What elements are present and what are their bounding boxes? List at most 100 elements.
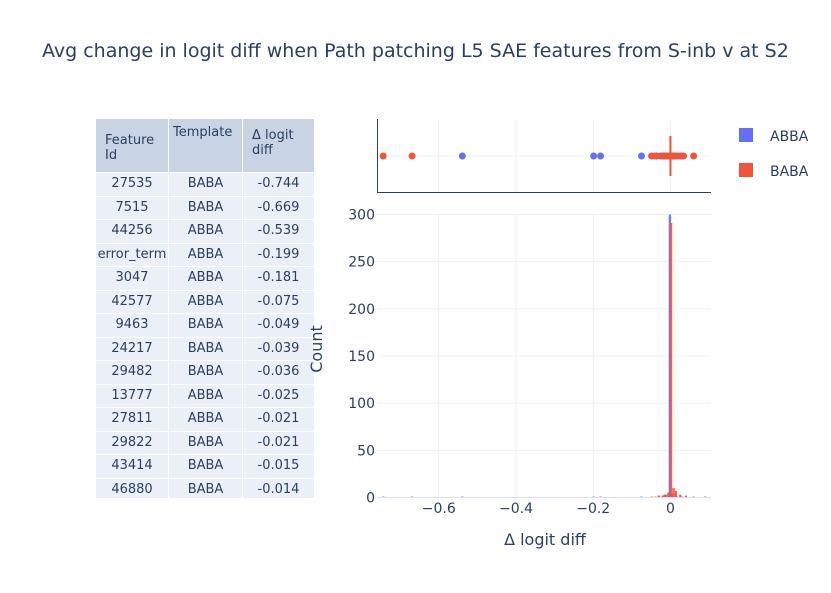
legend-swatch-baba[interactable]: [739, 163, 753, 177]
table-row[interactable]: 9463 BABA -0.049: [96, 313, 315, 337]
table-row[interactable]: error_term ABBA -0.199: [96, 242, 315, 266]
strip-axes: [377, 119, 711, 193]
table-row[interactable]: 44256 ABBA -0.539: [96, 219, 315, 243]
y-tick-label-1: 50: [357, 443, 375, 459]
cell-delta: -0.199: [243, 243, 315, 266]
hist-bar-baba-7[interactable]: [669, 222, 673, 498]
cell-feature-id: 42577: [96, 290, 169, 313]
cell-template: BABA: [169, 431, 243, 454]
hist-bar-baba-11[interactable]: [684, 495, 688, 498]
y-axis-label: Count: [307, 325, 326, 373]
cell-delta: -0.039: [243, 337, 315, 360]
cell-template: BABA: [169, 478, 243, 498]
table-row[interactable]: 7515 BABA -0.669: [96, 195, 315, 219]
legend-swatch-abba[interactable]: [739, 128, 753, 142]
cell-delta: -0.021: [243, 431, 315, 454]
cell-template: BABA: [169, 314, 243, 337]
x-tick-label-2: −0.2: [576, 501, 610, 517]
x-tick-label-0: −0.6: [422, 501, 456, 517]
header-delta-logit-diff: Δ logit diff: [243, 119, 315, 172]
cell-feature-id: 29822: [96, 431, 169, 454]
cell-delta: -0.015: [243, 455, 315, 478]
y-tick-label-2: 100: [348, 396, 375, 412]
strip-point-abba-0[interactable]: [458, 152, 466, 160]
cell-delta: -0.181: [243, 267, 315, 290]
cell-feature-id: 13777: [96, 384, 169, 407]
hist-bar-baba-8[interactable]: [672, 488, 675, 498]
x-tick-label-3: 0: [666, 501, 675, 517]
cell-feature-id: 24217: [96, 337, 169, 360]
y-tick-label-0: 0: [366, 491, 375, 507]
hist-ticks: 0 50 100 150 200 250 300 −0.6 −0.4 −0.2 0: [348, 208, 675, 518]
header-feature-id: Feature Id: [96, 119, 169, 172]
cell-template: ABBA: [169, 384, 243, 407]
hist-bar-baba-4[interactable]: [661, 495, 664, 498]
table-row[interactable]: 42577 ABBA -0.075: [96, 289, 315, 313]
y-tick-label-6: 300: [348, 208, 375, 224]
cell-feature-id: 7515: [96, 196, 169, 219]
table-row[interactable]: 29482 BABA -0.036: [96, 360, 315, 384]
legend-label-baba[interactable]: BABA: [770, 164, 809, 180]
feature-table[interactable]: Feature Id Template Δ logit diff 27535 BA…: [96, 119, 315, 498]
cell-delta: -0.049: [243, 314, 315, 337]
strip-point-abba-3[interactable]: [637, 152, 645, 160]
strip-point-baba-0[interactable]: [379, 152, 387, 160]
table-row[interactable]: 27535 BABA -0.744: [96, 172, 315, 196]
cell-feature-id: 3047: [96, 267, 169, 290]
cell-template: ABBA: [169, 243, 243, 266]
cell-feature-id: 27535: [96, 173, 169, 196]
strip-point-baba-15[interactable]: [680, 152, 688, 160]
hist-bar-baba-10[interactable]: [678, 494, 682, 498]
strip-point-abba-2[interactable]: [597, 152, 605, 160]
cell-feature-id: 46880: [96, 478, 169, 498]
strip-point-baba-16[interactable]: [690, 152, 698, 160]
table-row[interactable]: 3047 ABBA -0.181: [96, 266, 315, 290]
cell-feature-id: 44256: [96, 220, 169, 243]
table-row[interactable]: 13777 ABBA -0.025: [96, 383, 315, 407]
legend-label-abba[interactable]: ABBA: [770, 129, 809, 145]
cell-delta: -0.014: [243, 478, 315, 498]
cell-feature-id: error_term: [96, 243, 169, 266]
cell-template: BABA: [169, 173, 243, 196]
cell-template: BABA: [169, 337, 243, 360]
cell-feature-id: 27811: [96, 408, 169, 431]
cell-delta: -0.744: [243, 173, 315, 196]
cell-template: ABBA: [169, 290, 243, 313]
hist-bar-baba-9[interactable]: [674, 490, 678, 498]
x-tick-label-1: −0.4: [499, 501, 533, 517]
hist-bar-baba-3[interactable]: [657, 495, 661, 498]
cell-delta: -0.021: [243, 408, 315, 431]
table-row[interactable]: 27811 ABBA -0.021: [96, 407, 315, 431]
x-axis-label: Δ logit diff: [504, 530, 587, 549]
table-row[interactable]: 24217 BABA -0.039: [96, 336, 315, 360]
y-tick-label-4: 200: [348, 302, 375, 318]
header-template: Template: [169, 119, 243, 172]
cell-template: ABBA: [169, 267, 243, 290]
cell-delta: -0.025: [243, 384, 315, 407]
cell-feature-id: 43414: [96, 455, 169, 478]
table-row[interactable]: 46880 BABA -0.014: [96, 477, 315, 498]
hist-grid: [377, 214, 711, 498]
legend[interactable]: ABBA BABA: [739, 128, 809, 180]
cell-delta: -0.036: [243, 361, 315, 384]
y-tick-label-3: 150: [348, 349, 375, 365]
table-row[interactable]: 29822 BABA -0.021: [96, 430, 315, 454]
strip-points: [379, 152, 698, 160]
cell-template: BABA: [169, 196, 243, 219]
strip-point-abba-1[interactable]: [590, 152, 598, 160]
strip-point-baba-4[interactable]: [653, 152, 661, 160]
cell-feature-id: 29482: [96, 361, 169, 384]
table-body: 27535 BABA -0.744 7515 BABA -0.669 44256 ABBA -0…: [96, 172, 315, 498]
cell-template: BABA: [169, 455, 243, 478]
strip-point-baba-1[interactable]: [408, 152, 416, 160]
chart-title: Avg change in logit diff when Path patch…: [42, 40, 789, 62]
table-header: Feature Id Template Δ logit diff: [96, 119, 315, 172]
cell-feature-id: 9463: [96, 314, 169, 337]
hist-bar-baba-6[interactable]: [667, 492, 670, 498]
y-tick-label-5: 250: [348, 255, 375, 271]
table-row[interactable]: 43414 BABA -0.015: [96, 454, 315, 478]
hist-bar-baba-5[interactable]: [664, 494, 668, 498]
cell-template: ABBA: [169, 220, 243, 243]
cell-template: BABA: [169, 361, 243, 384]
